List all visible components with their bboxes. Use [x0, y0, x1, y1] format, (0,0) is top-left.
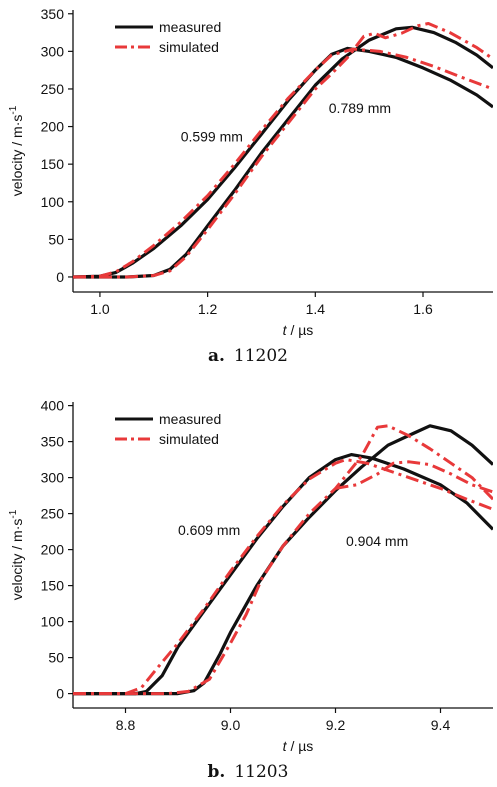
series-line-simulated-1 [73, 47, 493, 279]
x-tick-label: 9.4 [431, 717, 451, 733]
x-tick-label: 1.6 [413, 301, 433, 317]
y-tick-label: 50 [48, 650, 64, 666]
y-tick-label: 50 [48, 231, 64, 247]
y-axis-label-text: velocity / m·s [9, 115, 25, 197]
x-tick-label: 1.2 [198, 301, 218, 317]
y-tick-label: 100 [41, 614, 65, 630]
legend-label-simulated: simulated [159, 431, 219, 447]
y-tick-label: 350 [41, 6, 65, 22]
legend-label-simulated: simulated [159, 39, 219, 55]
y-tick-label: 400 [41, 398, 65, 414]
y-tick-label: 250 [41, 81, 65, 97]
x-tick-label: 9.0 [221, 717, 241, 733]
y-axis-label-text: velocity / m·s [9, 519, 25, 601]
series-line-simulated-3 [73, 22, 493, 279]
thickness-annotation: 0.609 mm [178, 522, 240, 538]
thickness-annotation: 0.789 mm [329, 100, 391, 116]
y-tick-label: 300 [41, 43, 65, 59]
figure-caption: b. 11203 [208, 762, 289, 782]
y-axis-label: velocity / m·s-1 [8, 509, 25, 600]
series-line-simulated-3 [73, 424, 493, 696]
thickness-annotation: 0.599 mm [181, 129, 243, 145]
y-tick-label: 100 [41, 194, 65, 210]
x-axis-unit: / µs [287, 322, 314, 338]
x-tick-label: 1.4 [306, 301, 326, 317]
series-line-measured-2 [73, 25, 493, 279]
chart-panel-b: 0 50 100 150 200 250 300 350 400 8.8 9.0 9.2 9.4 t / … [8, 398, 493, 782]
x-axis-variable: t [283, 738, 288, 754]
caption-letter: b. [208, 762, 226, 782]
series-line-measured-2 [73, 424, 493, 696]
series-line-measured-0 [73, 46, 493, 279]
x-tick-label: 9.2 [326, 717, 346, 733]
y-tick-label: 250 [41, 506, 65, 522]
series-line-simulated-1 [73, 458, 493, 696]
series-line-measured-0 [73, 453, 493, 696]
y-axis-label-superscript: -1 [8, 105, 19, 114]
y-tick-label: 0 [56, 686, 64, 702]
legend-label-measured: measured [159, 19, 221, 35]
y-tick-label: 300 [41, 470, 65, 486]
x-axis-unit: / µs [287, 738, 314, 754]
y-tick-label: 200 [41, 542, 65, 558]
x-axis-label: t / µs [283, 322, 314, 338]
figure-caption: a. 11202 [208, 346, 288, 366]
y-tick-label: 0 [56, 269, 64, 285]
caption-id: 11202 [234, 346, 288, 366]
y-tick-label: 350 [41, 434, 65, 450]
y-tick-label: 150 [41, 156, 65, 172]
x-axis-variable: t [283, 322, 288, 338]
caption-id: 11203 [234, 762, 288, 782]
legend-label-measured: measured [159, 411, 221, 427]
caption-letter: a. [208, 346, 225, 366]
x-tick-label: 8.8 [116, 717, 136, 733]
y-tick-label: 200 [41, 119, 65, 135]
y-tick-label: 150 [41, 578, 65, 594]
x-tick-label: 1.0 [90, 301, 110, 317]
x-axis-label: t / µs [283, 738, 314, 754]
thickness-annotation: 0.904 mm [346, 533, 408, 549]
y-axis-label-superscript: -1 [8, 509, 19, 518]
chart-panel-a: 0 50 100 150 200 250 300 350 1.0 1.2 1.4 1.6 t / µs v… [8, 6, 493, 366]
y-axis-label: velocity / m·s-1 [8, 105, 25, 196]
series-line-simulated-4 [335, 460, 493, 494]
